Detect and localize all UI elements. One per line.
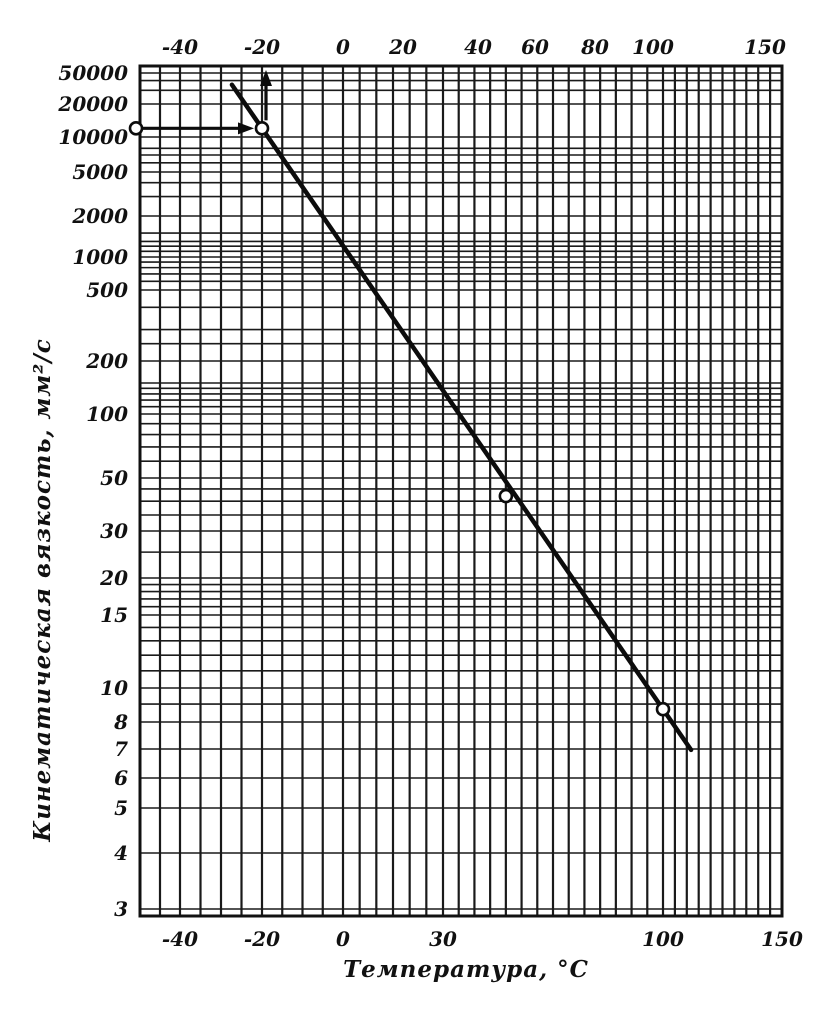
y-tick-label: 5	[114, 796, 128, 820]
y-tick-label: 100	[86, 402, 128, 426]
x-tick-label-top: 150	[744, 35, 786, 59]
plot-frame	[138, 64, 784, 918]
y-tick-label: 5000	[72, 160, 128, 184]
data-point	[498, 488, 514, 504]
y-tick-label: 30	[100, 519, 128, 543]
x-tick-label-top: -40	[162, 35, 198, 59]
x-tick-label-top: 100	[632, 35, 674, 59]
y-tick-label: 7	[114, 737, 128, 761]
x-tick-label-bottom: 100	[642, 927, 684, 951]
x-tick-label-top: 40	[464, 35, 492, 59]
y-tick-label: 500	[86, 278, 128, 302]
x-tick-label-top: 60	[521, 35, 549, 59]
y-tick-label: 10000	[58, 125, 128, 149]
y-tick-label: 20	[99, 566, 128, 590]
horizontal-arrowhead	[238, 122, 254, 135]
y-axis: 50000 20000 10000 5000 2000 1000 500 200 100 50 30…	[57, 61, 128, 921]
y-tick-label: 50	[100, 466, 128, 490]
grid	[140, 66, 782, 916]
series-line	[229, 82, 694, 753]
vertical-arrowhead	[260, 70, 272, 86]
x-axis-title: Температура, °C	[343, 956, 589, 983]
data-point	[254, 121, 270, 136]
x-tick-label-top: -20	[244, 35, 280, 59]
y-tick-label: 4	[114, 841, 128, 865]
arrow-start-marker	[128, 121, 144, 136]
y-tick-label: 50000	[58, 61, 128, 85]
y-tick-label: 8	[113, 710, 128, 734]
x-tick-label-bottom: 0	[336, 927, 350, 951]
x-tick-label-bottom: -40	[162, 927, 198, 951]
y-tick-label: 20000	[57, 92, 128, 116]
y-tick-label: 10	[100, 676, 128, 700]
top-x-axis: -40 -20 0 20 40 60 80 100 150	[162, 35, 786, 59]
bottom-x-axis: -40 -20 0 30 100 150	[162, 927, 803, 951]
x-tick-label-bottom: 150	[761, 927, 803, 951]
x-tick-label-bottom: -20	[244, 927, 280, 951]
x-tick-label-top: 0	[336, 35, 350, 59]
y-tick-label: 200	[85, 349, 128, 373]
y-tick-label: 2000	[71, 204, 128, 228]
x-tick-label-top: 80	[580, 35, 609, 59]
y-tick-label: 6	[114, 766, 128, 790]
annotations	[128, 70, 272, 136]
y-tick-label: 1000	[72, 245, 128, 269]
series	[229, 82, 694, 753]
y-tick-label: 3	[114, 897, 128, 921]
data-point	[655, 701, 671, 717]
x-tick-label-bottom: 30	[429, 927, 457, 951]
x-tick-label-top: 20	[388, 35, 417, 59]
y-tick-label: 15	[100, 603, 128, 627]
y-axis-title: Кинематическая вязкость, мм²/с	[29, 338, 56, 842]
